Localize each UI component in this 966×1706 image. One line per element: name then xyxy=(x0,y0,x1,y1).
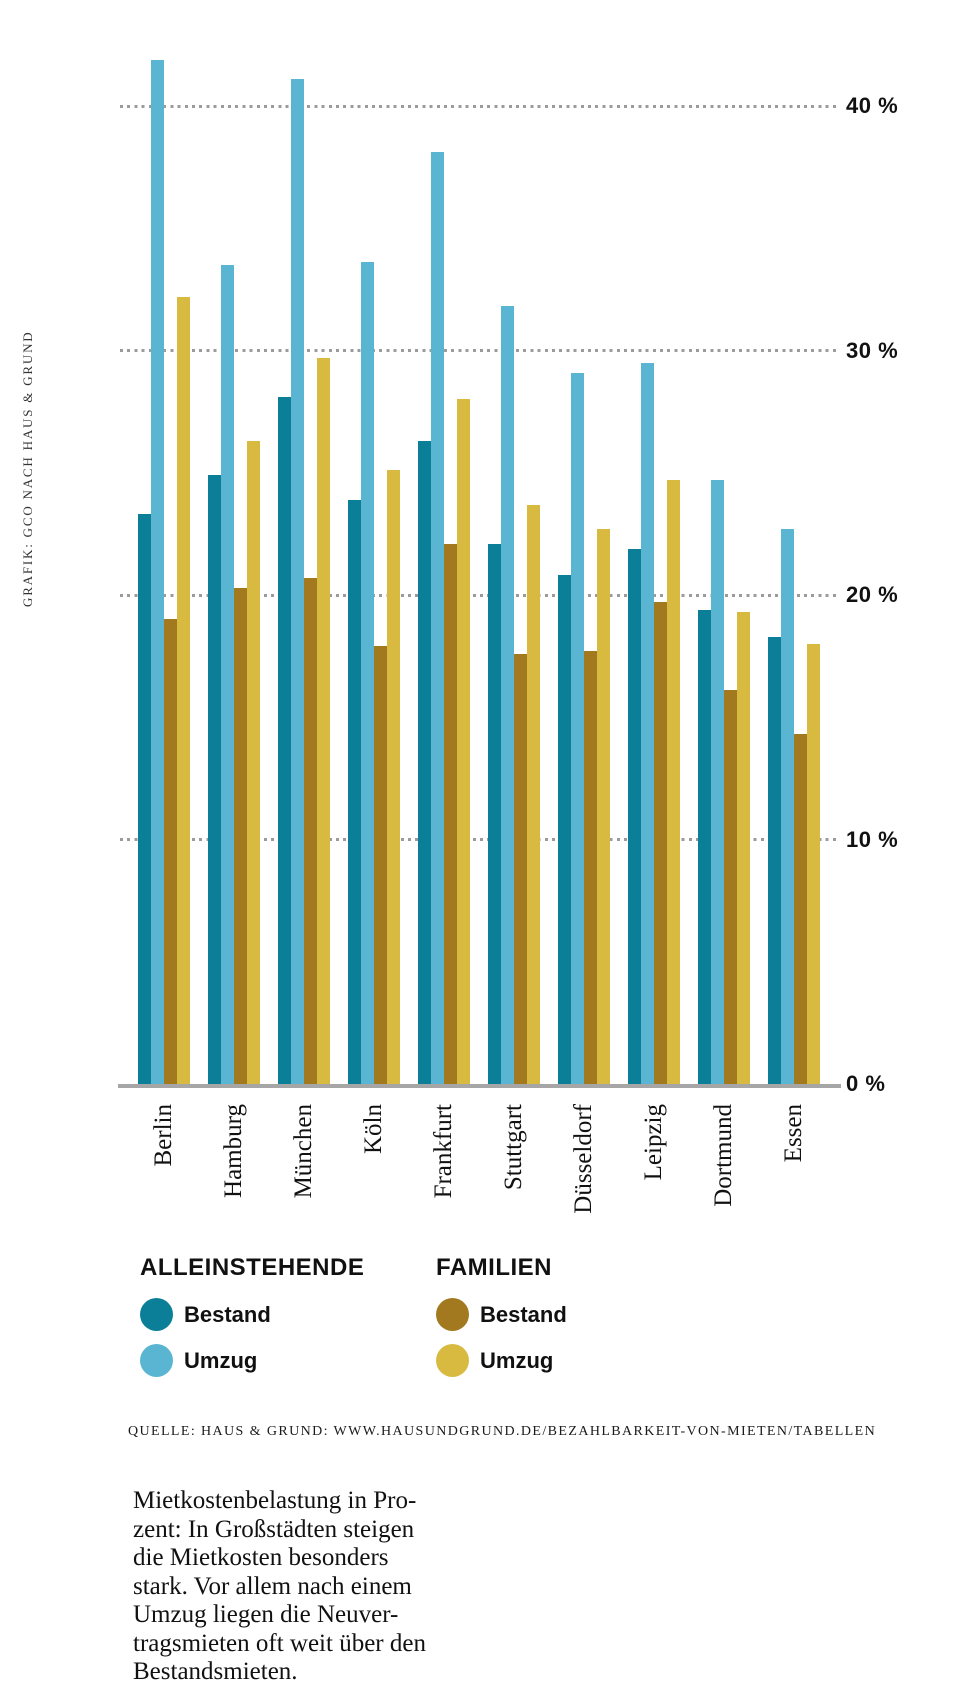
bar-köln-familien-bestand xyxy=(374,646,388,1084)
gridline-10 xyxy=(120,838,836,841)
bar-berlin-familien-bestand xyxy=(164,619,178,1084)
source-line: QUELLE: HAUS & GRUND: WWW.HAUSUNDGRUND.D… xyxy=(128,1424,877,1439)
bar-düsseldorf-familien-umzug xyxy=(597,528,611,1084)
x-axis-line xyxy=(118,1084,841,1088)
legend-swatch-circle xyxy=(140,1344,173,1377)
caption-text: Mietkostenbelastung in Pro- zent: In Gro… xyxy=(133,1487,426,1685)
legend-swatch-circle xyxy=(436,1344,469,1377)
y-tick-label-30: 30 % xyxy=(846,337,899,363)
legend-swatch-circle xyxy=(140,1298,173,1331)
legend-item-familien-umzug: Umzug xyxy=(436,1344,567,1377)
gridline-30 xyxy=(120,349,836,352)
bar-hamburg-familien-bestand xyxy=(234,587,248,1084)
x-axis-label-dortmund: Dortmund xyxy=(710,1104,738,1207)
bar-münchen-alleinstehende-bestand xyxy=(278,396,292,1084)
bar-stuttgart-familien-umzug xyxy=(527,504,541,1084)
y-tick-label-10: 10 % xyxy=(846,826,899,852)
x-axis-label-stuttgart: Stuttgart xyxy=(500,1104,528,1191)
bar-stuttgart-alleinstehende-bestand xyxy=(488,543,502,1084)
bar-hamburg-familien-umzug xyxy=(247,440,261,1084)
legend-group-familien: FAMILIEN Bestand Umzug xyxy=(436,1254,567,1390)
gridline-40 xyxy=(120,104,836,108)
bar-leipzig-alleinstehende-bestand xyxy=(628,548,642,1084)
gridline-20 xyxy=(120,593,836,597)
graphic-credit-vertical: GRAFIK: GCO NACH HAUS & GRUND xyxy=(20,330,35,607)
x-axis-label-münchen: München xyxy=(290,1104,318,1199)
legend-group-title: ALLEINSTEHENDE xyxy=(140,1254,365,1281)
y-tick-label-20: 20 % xyxy=(846,582,899,607)
bar-frankfurt-familien-bestand xyxy=(444,543,458,1084)
x-axis-label-leipzig: Leipzig xyxy=(640,1104,668,1181)
bar-hamburg-alleinstehende-umzug xyxy=(221,264,235,1084)
legend-group-alleinstehende: ALLEINSTEHENDE Bestand Umzug xyxy=(140,1254,364,1390)
bar-essen-alleinstehende-umzug xyxy=(781,528,795,1084)
y-tick-label-40: 40 % xyxy=(846,93,899,118)
bar-köln-alleinstehende-umzug xyxy=(361,262,375,1084)
bar-berlin-alleinstehende-umzug xyxy=(151,59,165,1084)
x-axis-label-berlin: Berlin xyxy=(150,1104,178,1167)
bar-münchen-familien-umzug xyxy=(317,357,331,1084)
x-axis-label-essen: Essen xyxy=(780,1104,808,1163)
bar-essen-familien-umzug xyxy=(807,643,821,1084)
legend-item-alleinstehende-umzug: Umzug xyxy=(140,1344,364,1377)
bar-leipzig-familien-umzug xyxy=(667,480,681,1084)
legend-item-label: Bestand xyxy=(184,1301,271,1327)
legend-item-alleinstehende-bestand: Bestand xyxy=(140,1298,364,1331)
bar-stuttgart-alleinstehende-umzug xyxy=(501,306,515,1084)
legend-group-title: FAMILIEN xyxy=(436,1254,552,1281)
bar-essen-alleinstehende-bestand xyxy=(768,636,782,1084)
bar-stuttgart-familien-bestand xyxy=(514,653,528,1084)
bar-köln-familien-umzug xyxy=(387,470,401,1084)
bar-düsseldorf-alleinstehende-umzug xyxy=(571,372,585,1084)
bar-frankfurt-familien-umzug xyxy=(457,399,471,1084)
x-axis-label-düsseldorf: Düsseldorf xyxy=(570,1104,598,1214)
bar-frankfurt-alleinstehende-umzug xyxy=(431,152,445,1084)
bar-köln-alleinstehende-bestand xyxy=(348,499,362,1084)
bar-dortmund-familien-umzug xyxy=(737,612,751,1084)
x-axis-label-frankfurt: Frankfurt xyxy=(430,1104,458,1199)
bar-dortmund-alleinstehende-umzug xyxy=(711,480,725,1084)
legend-item-label: Umzug xyxy=(184,1347,258,1373)
x-axis-label-köln: Köln xyxy=(360,1104,388,1154)
bar-leipzig-familien-bestand xyxy=(654,602,668,1084)
legend-item-familien-bestand: Bestand xyxy=(436,1298,567,1331)
bar-berlin-familien-umzug xyxy=(177,296,191,1084)
bar-dortmund-familien-bestand xyxy=(724,690,738,1084)
y-tick-label-0: 0 % xyxy=(846,1071,886,1096)
bar-hamburg-alleinstehende-bestand xyxy=(208,475,222,1084)
bar-leipzig-alleinstehende-umzug xyxy=(641,362,655,1084)
legend-swatch-circle xyxy=(436,1298,469,1331)
bar-münchen-alleinstehende-umzug xyxy=(291,79,305,1084)
bar-berlin-alleinstehende-bestand xyxy=(138,514,152,1084)
bar-düsseldorf-familien-bestand xyxy=(584,651,598,1084)
bar-münchen-familien-bestand xyxy=(304,577,318,1084)
bar-dortmund-alleinstehende-bestand xyxy=(698,609,712,1084)
x-axis-label-hamburg: Hamburg xyxy=(220,1104,248,1198)
bar-frankfurt-alleinstehende-bestand xyxy=(418,440,432,1084)
bar-essen-familien-bestand xyxy=(794,734,808,1084)
legend-item-label: Bestand xyxy=(480,1301,567,1327)
legend-item-label: Umzug xyxy=(480,1347,554,1373)
bar-düsseldorf-alleinstehende-bestand xyxy=(558,575,572,1084)
